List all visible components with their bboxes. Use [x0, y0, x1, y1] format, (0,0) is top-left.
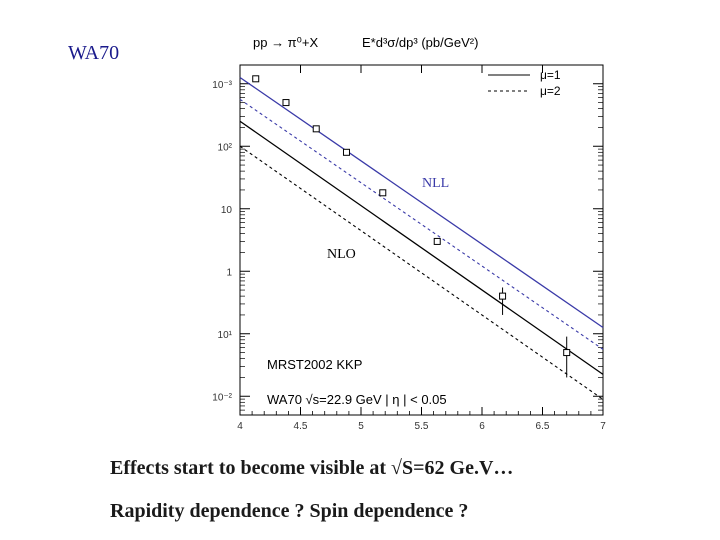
- x-tick-label: 5: [358, 421, 364, 432]
- annotation-nlo: NLO: [327, 247, 356, 262]
- slide-title: WA70: [68, 42, 120, 64]
- y-tick-label: 10²: [218, 142, 233, 153]
- annotation-experiment: WA70 √s=22.9 GeV | η | < 0.05: [267, 392, 447, 407]
- data-point: [433, 237, 441, 245]
- y-tick-label: 10: [221, 205, 233, 216]
- series-line-nlo-solid: [239, 120, 604, 375]
- tick-marks: [239, 65, 604, 415]
- data-point: [563, 349, 571, 357]
- annotation-nll: NLL: [422, 176, 449, 191]
- caption-line-1: Effects start to become visible at √S=62…: [110, 457, 514, 479]
- caption-line-2: Rapidity dependence ? Spin dependence ?: [110, 500, 469, 522]
- data-point: [342, 148, 350, 156]
- legend-label: μ=1: [540, 68, 561, 82]
- series-line-nlo-dashed: [239, 145, 604, 400]
- data-points: [252, 75, 571, 378]
- data-point: [312, 125, 320, 133]
- series-line-nll-dashed: [239, 98, 604, 350]
- data-point: [282, 99, 290, 107]
- x-tick-label: 5.5: [415, 421, 429, 432]
- x-tick-label: 6: [479, 421, 485, 432]
- x-tick-label: 4: [237, 421, 243, 432]
- curves: [239, 76, 604, 400]
- data-point: [252, 75, 260, 83]
- annotation-pdf: MRST2002 KKP: [267, 357, 362, 372]
- chart-header-quantity: E*d³σ/dp³ (pb/GeV²): [362, 35, 478, 50]
- y-tick-label: 10⁻³: [212, 80, 232, 91]
- x-tick-label: 6.5: [536, 421, 550, 432]
- labels: 4 4.5 5 5.5 6 6.5 7 10⁻³ 10² 10 1 10¹ 10⁻² pp → π⁰+X E…: [212, 35, 606, 432]
- y-tick-label: 10¹: [218, 330, 233, 341]
- data-point: [379, 189, 387, 197]
- x-tick-label: 7: [600, 421, 606, 432]
- chart-header-process: pp → π⁰+X: [253, 35, 318, 50]
- legend-label: μ=2: [540, 84, 561, 98]
- x-tick-label: 4.5: [294, 421, 308, 432]
- y-tick-label: 1: [226, 267, 232, 278]
- data-point: [499, 292, 507, 300]
- y-tick-label: 10⁻²: [212, 392, 232, 403]
- series-line-nll-solid: [239, 76, 604, 329]
